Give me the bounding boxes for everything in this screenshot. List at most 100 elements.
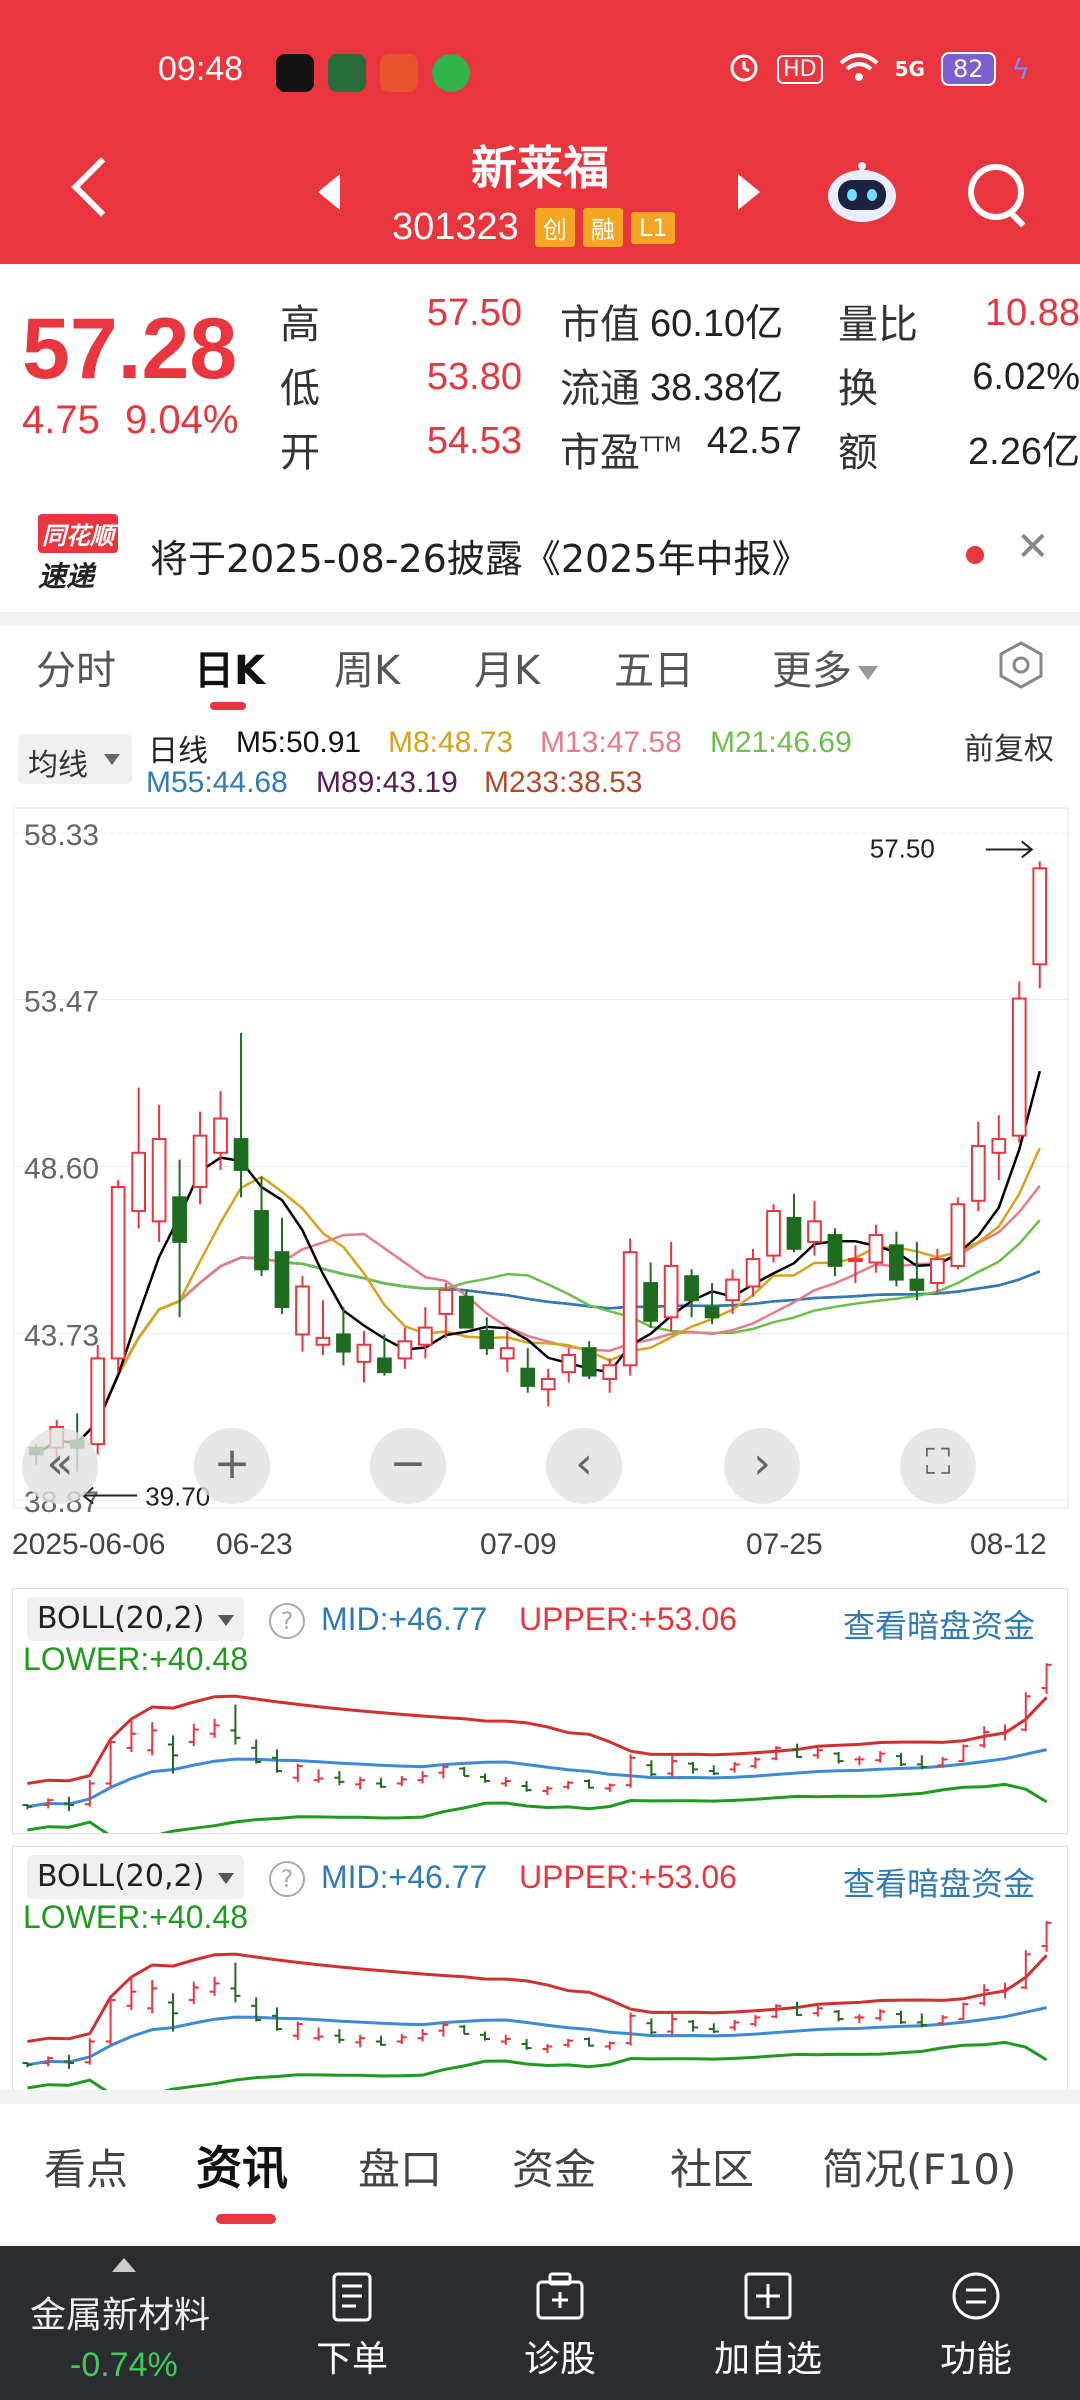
- candle-body: [172, 1196, 187, 1243]
- candle-body: [479, 1330, 495, 1350]
- ma-m13: M13:47.58: [540, 726, 682, 759]
- candle-body: [868, 1234, 884, 1264]
- candle-body: [151, 1138, 167, 1223]
- boll-selector[interactable]: BOLL(20,2): [27, 1597, 245, 1641]
- chat-icon: [432, 54, 470, 92]
- boll-selector-label: BOLL(20,2): [37, 1859, 205, 1894]
- low-label: 低: [280, 366, 320, 412]
- divider: [0, 2090, 1080, 2104]
- fullscreen-button[interactable]: ⛶: [900, 1428, 976, 1504]
- boll-panel-2: BOLL(20,2) ? MID:+46.77 UPPER:+53.06 查看暗…: [12, 1846, 1068, 2092]
- float-value: 38.38亿: [650, 367, 784, 409]
- boll-panel-1: BOLL(20,2) ? MID:+46.77 UPPER:+53.06 查看暗…: [12, 1588, 1068, 1834]
- turnover-label: 换: [838, 366, 878, 412]
- open-value: 54.53: [426, 420, 522, 462]
- candle-body: [520, 1367, 536, 1387]
- tab-news[interactable]: 资讯: [196, 2141, 288, 2195]
- tab-more[interactable]: 更多: [772, 638, 878, 696]
- ma-m55: M55:44.68: [146, 766, 288, 799]
- robot-assistant-icon[interactable]: [826, 160, 898, 224]
- candle-body: [786, 1216, 802, 1250]
- scroll-right-button[interactable]: ›: [724, 1428, 800, 1504]
- candle-body: [233, 1138, 249, 1171]
- candle-body: [991, 1138, 1007, 1154]
- news-text[interactable]: 将于2025-08-26披露《2025年中报》: [150, 537, 810, 581]
- tab-orderbook[interactable]: 盘口: [358, 2145, 443, 2194]
- app-shield-icon: [328, 54, 366, 92]
- sector-name: 金属新材料: [30, 2295, 211, 2336]
- ma-m8: M8:48.73: [388, 726, 514, 759]
- candle-body: [90, 1357, 106, 1446]
- candle-body: [499, 1347, 515, 1360]
- tab-more-label: 更多: [772, 648, 852, 694]
- help-icon[interactable]: ?: [269, 1603, 305, 1639]
- boll-lower: LOWER:+40.48: [23, 1899, 248, 1935]
- change-percent: 9.04%: [124, 398, 239, 442]
- candle-body: [622, 1251, 638, 1367]
- fuquan-button[interactable]: 前复权: [964, 733, 1054, 766]
- tab-highlights[interactable]: 看点: [44, 2145, 129, 2194]
- dark-pool-link[interactable]: 查看暗盘资金: [843, 1866, 1036, 1902]
- diagnose-label: 诊股: [523, 2339, 596, 2380]
- min-arrow: [81, 1486, 138, 1505]
- candle-body: [274, 1251, 290, 1309]
- boll-mid-line: [27, 2006, 1047, 2067]
- vr-value: 10.88: [984, 292, 1080, 334]
- boll-upper-line: [27, 1952, 1048, 2043]
- add-watchlist-button[interactable]: 加自选: [698, 2270, 838, 2382]
- help-icon[interactable]: ?: [269, 1861, 305, 1897]
- mcap-value: 60.10亿: [650, 303, 784, 345]
- boll-selector[interactable]: BOLL(20,2): [27, 1855, 245, 1899]
- turnover-value: 6.02%: [972, 356, 1080, 398]
- taobao-icon: [380, 54, 418, 92]
- tab-capital[interactable]: 资金: [512, 2145, 597, 2194]
- stock-code-row: 301323 创 融 L1: [392, 206, 676, 249]
- chevron-down-icon: [104, 754, 120, 765]
- diagnose-button[interactable]: 诊股: [490, 2270, 630, 2382]
- tab-community[interactable]: 社区: [670, 2145, 755, 2194]
- candle-body: [458, 1295, 474, 1329]
- status-bar: 09:48 HD 5G 82 ϟ: [0, 44, 1080, 100]
- prev-stock-icon[interactable]: [318, 174, 340, 210]
- price-change: 4.75 9.04%: [22, 398, 238, 443]
- candle-body: [110, 1186, 126, 1360]
- close-icon[interactable]: ✕: [1016, 524, 1050, 570]
- stock-code: 301323: [392, 206, 519, 248]
- candle-body: [315, 1336, 331, 1346]
- candle-body: [1032, 867, 1048, 966]
- zoom-out-button[interactable]: −: [370, 1428, 446, 1504]
- alarm-icon: [727, 50, 761, 88]
- scroll-left-button[interactable]: ‹: [546, 1428, 622, 1504]
- boll-upper-line: [27, 1694, 1048, 1785]
- tab-monthly-k[interactable]: 月K: [474, 648, 541, 694]
- candle-body: [295, 1285, 310, 1336]
- settings-hexagon-icon[interactable]: [996, 640, 1046, 690]
- y-tick-label: 43.73: [24, 1319, 99, 1352]
- next-stock-icon[interactable]: [738, 174, 760, 210]
- y-tick-label: 58.33: [24, 819, 99, 852]
- candle-body: [540, 1378, 556, 1391]
- order-button[interactable]: 下单: [282, 2270, 422, 2382]
- tab-weekly-k[interactable]: 周K: [334, 648, 401, 694]
- search-icon[interactable]: [968, 164, 1024, 220]
- header: 09:48 HD 5G 82 ϟ 新莱福 301323 创 融 L1: [0, 0, 1080, 264]
- tab-daily-k[interactable]: 日K: [194, 648, 265, 694]
- function-button[interactable]: 功能: [906, 2270, 1046, 2382]
- scroll-left-fast-button[interactable]: «: [22, 1428, 98, 1504]
- mcap-label: 市值: [560, 302, 640, 348]
- zoom-in-button[interactable]: +: [194, 1428, 270, 1504]
- tab-intraday[interactable]: 分时: [36, 648, 116, 694]
- max-arrow: [985, 840, 1034, 859]
- tab-f10[interactable]: 简况(F10): [822, 2145, 1017, 2194]
- candle-body: [418, 1326, 433, 1346]
- ma-selector[interactable]: 均线: [18, 734, 132, 784]
- news-banner[interactable]: 同花顺 速递 将于2025-08-26披露《2025年中报》 ✕: [0, 506, 1080, 618]
- candle-body: [745, 1258, 761, 1288]
- boll-lower-line: [27, 1782, 1048, 1833]
- tab-five-day[interactable]: 五日: [614, 648, 694, 694]
- candle-body: [131, 1151, 146, 1213]
- dark-pool-link[interactable]: 查看暗盘资金: [843, 1608, 1036, 1644]
- charging-icon: ϟ: [1011, 52, 1030, 86]
- candle-body: [602, 1364, 618, 1381]
